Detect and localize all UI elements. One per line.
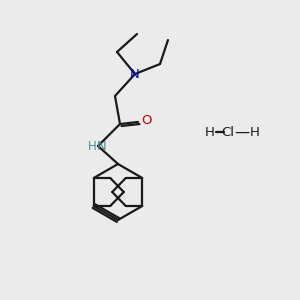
Text: H: H xyxy=(250,125,260,139)
Text: N: N xyxy=(130,68,140,80)
Text: N: N xyxy=(97,140,107,152)
Text: H: H xyxy=(205,125,215,139)
Text: —: — xyxy=(234,124,250,140)
Text: Cl: Cl xyxy=(221,125,235,139)
Text: O: O xyxy=(141,113,151,127)
Text: H: H xyxy=(88,140,96,152)
